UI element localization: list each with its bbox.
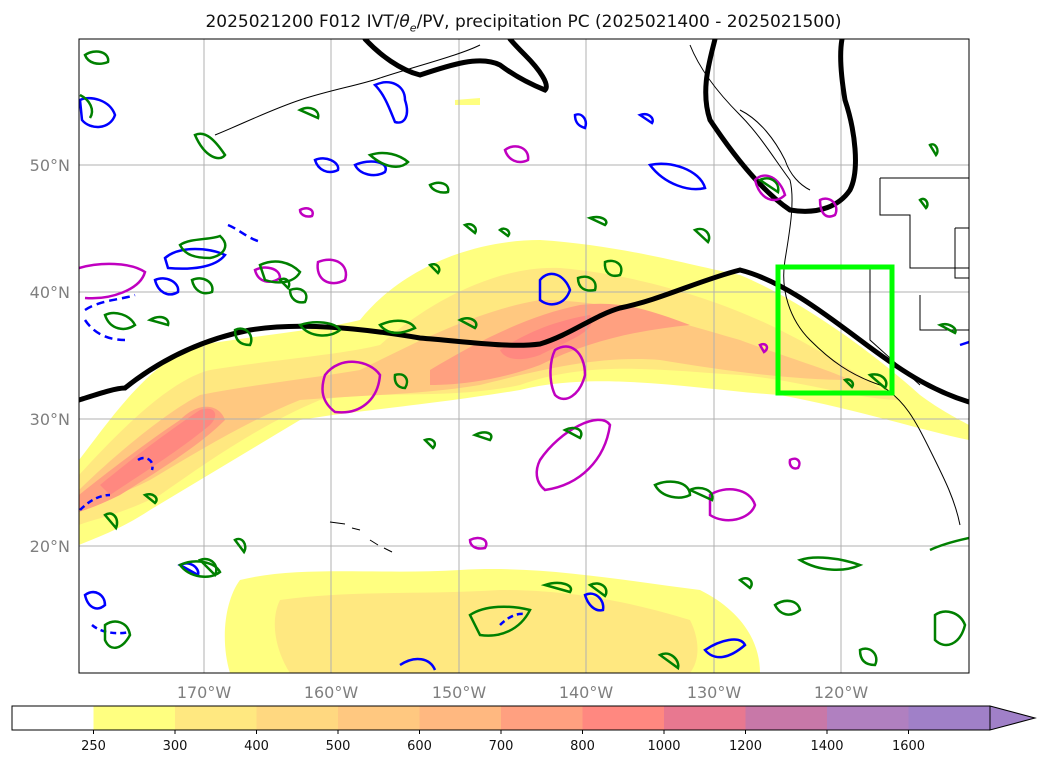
title-theta-sub: e	[409, 21, 417, 35]
blue-contours	[79, 81, 969, 671]
colorbar-segment	[745, 706, 828, 730]
colorbar-segment	[908, 706, 991, 730]
colorbar-tick-label: 500	[326, 739, 351, 754]
colorbar-segment	[419, 706, 502, 730]
region-box	[775, 264, 895, 396]
colorbar-tick-label: 800	[570, 739, 595, 754]
colorbar-segment	[827, 706, 909, 730]
green-contours	[79, 50, 969, 671]
lat-tick-labels: 50°N 40°N 30°N 20°N	[30, 156, 70, 556]
lon-label-130w: 130°W	[687, 683, 742, 702]
colorbar-tick-label: 300	[163, 739, 188, 754]
magenta-contours	[79, 145, 838, 550]
title-theta: θ	[399, 12, 410, 32]
title-prefix: 2025021200 F012 IVT/	[205, 12, 400, 32]
lat-label-50: 50°N	[30, 156, 70, 175]
colorbar-tick-label: 1000	[647, 739, 680, 754]
ivt-shading	[79, 98, 969, 673]
colorbar-tick-label: 700	[489, 739, 514, 754]
colorbar: 250 300 400 500 600 700 800 1000 1200 1400 1600	[11, 705, 1037, 754]
lon-label-140w: 140°W	[559, 683, 614, 702]
lon-label-120w: 120°W	[814, 683, 869, 702]
lon-tick-labels: 170°W 160°W 150°W 140°W 130°W 120°W	[177, 683, 869, 702]
colorbar-tick-label: 1400	[810, 739, 843, 754]
lat-label-20: 20°N	[30, 537, 70, 556]
colorbar-segment	[93, 706, 176, 730]
map-frame	[78, 38, 970, 674]
colorbar-tick-label: 1200	[729, 739, 762, 754]
colorbar-segment	[582, 706, 665, 730]
lon-label-170w: 170°W	[177, 683, 232, 702]
colorbar-segment	[175, 706, 257, 730]
pv-contours	[79, 39, 969, 405]
colorbar-segment	[501, 706, 583, 730]
lon-label-160w: 160°W	[304, 683, 359, 702]
colorbar-tick-label: 1600	[892, 739, 925, 754]
lat-label-40: 40°N	[30, 283, 70, 302]
title-suffix: /PV, precipitation PC (2025021400 - 2025…	[416, 12, 842, 32]
colorbar-segment	[256, 706, 339, 730]
colorbar-segment	[664, 706, 746, 730]
colorbar-extend-arrow	[989, 705, 1037, 731]
colorbar-tick-label: 600	[407, 739, 432, 754]
map-title: 2025021200 F012 IVT/θe/PV, precipitation…	[0, 12, 1047, 34]
colorbar-tick-label: 400	[244, 739, 269, 754]
colorbar-segment	[338, 706, 420, 730]
colorbar-tick-label: 250	[81, 739, 106, 754]
lat-label-30: 30°N	[30, 410, 70, 429]
colorbar-segment	[12, 706, 94, 730]
coastlines	[214, 44, 969, 553]
lon-label-150w: 150°W	[432, 683, 487, 702]
graticule	[79, 39, 969, 673]
